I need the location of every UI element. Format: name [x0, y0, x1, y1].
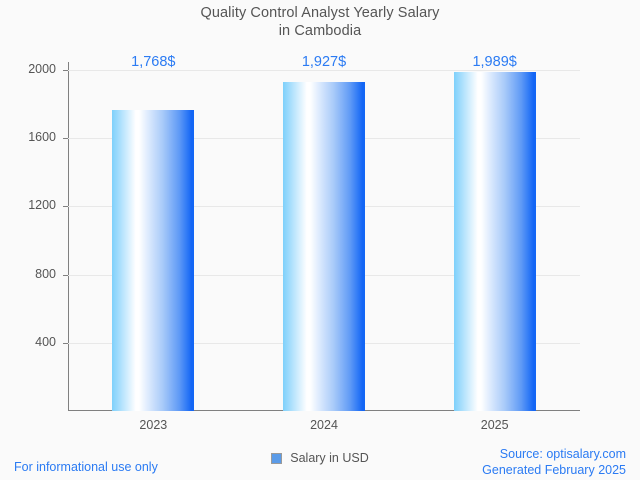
- y-axis-tick-label: 800: [35, 266, 56, 281]
- y-axis-tick: [63, 274, 68, 276]
- chart-title-line-2: in Cambodia: [278, 23, 362, 39]
- legend-swatch-salary-in-usd: [271, 452, 283, 464]
- y-axis-tick: [63, 342, 68, 344]
- plot-area: [63, 62, 580, 411]
- bar-value-label-2024: 1,927$: [301, 54, 347, 70]
- chart-title: Quality Control Analyst Yearly Salary in…: [0, 4, 640, 40]
- x-axis-label-2024: 2024: [310, 418, 338, 432]
- source-block: Source: optisalary.com Generated Februar…: [482, 446, 626, 478]
- bar-value-label-2023: 1,768$: [131, 54, 176, 70]
- x-axis-label-2025: 2025: [480, 418, 509, 432]
- y-axis-tick: [63, 138, 68, 140]
- bar-2024[interactable]: [283, 82, 365, 411]
- y-axis-tick-label: 1200: [28, 198, 56, 213]
- legend-label-salary-in-usd: Salary in USD: [290, 451, 369, 465]
- x-axis-label-2023: 2023: [139, 418, 168, 432]
- y-axis-tick-label: 2000: [28, 62, 56, 76]
- disclaimer-note: For informational use only: [14, 460, 158, 474]
- y-axis-line: [68, 62, 69, 411]
- source-link-text: Source: optisalary.com: [499, 447, 626, 461]
- generated-date-text: Generated February 2025: [482, 463, 626, 477]
- chart-legend: Salary in USD: [0, 451, 640, 465]
- y-axis-tick-label: 400: [35, 334, 56, 349]
- y-axis-tick: [63, 70, 68, 71]
- chart-title-line-1: Quality Control Analyst Yearly Salary: [200, 5, 440, 21]
- bar-2025[interactable]: [453, 71, 536, 411]
- y-axis-tick-label: 1600: [28, 130, 56, 145]
- y-axis-tick: [63, 206, 68, 208]
- bar-value-label-2025: 1,989$: [472, 54, 517, 70]
- bar-2023[interactable]: [112, 109, 195, 411]
- gridline: [68, 70, 580, 71]
